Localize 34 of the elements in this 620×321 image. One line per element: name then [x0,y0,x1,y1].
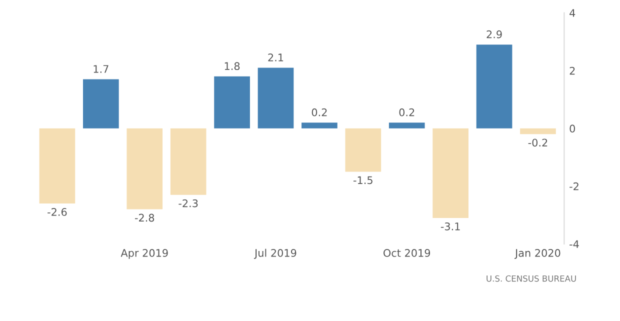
data-label: 1.7 [94,65,108,73]
data-label: 2.9 [486,30,502,38]
bar [432,128,468,218]
bar [214,76,250,128]
x-tick-label: Apr 2019 [120,249,168,259]
text: U.S. CENSUS BUREAU [486,275,576,282]
bar [170,128,206,195]
data-label: -3.1 [440,222,460,230]
bar [39,128,76,204]
bar [520,128,556,134]
x-tick-label: Oct 2019 [384,249,430,257]
y-tick-label: 2 [570,66,575,75]
data-label: -2.3 [178,199,198,208]
data-label: -2.6 [48,208,67,216]
data-label: 2.1 [268,54,284,62]
bar [83,79,119,128]
bar [345,128,382,172]
y-tick-label: 0 [570,124,575,133]
bar [126,128,163,210]
data-label: 0.2 [312,108,327,116]
data-label: 1.8 [224,62,240,70]
bar [388,122,425,128]
y-tick-label: -4 [570,240,579,248]
x-tick-label: Jul 2019 [254,248,296,259]
bar [258,68,294,128]
y-tick-label: -2 [570,182,578,190]
data-label: -2.8 [134,214,154,222]
bar [302,122,338,128]
data-label: -1.5 [354,176,372,184]
x-tick-label: Jan 2020 [514,249,560,259]
bar [476,44,512,128]
data-label: 0.2 [399,108,414,116]
y-tick-label: 4 [570,9,576,17]
data-label: -0.2 [528,138,548,147]
